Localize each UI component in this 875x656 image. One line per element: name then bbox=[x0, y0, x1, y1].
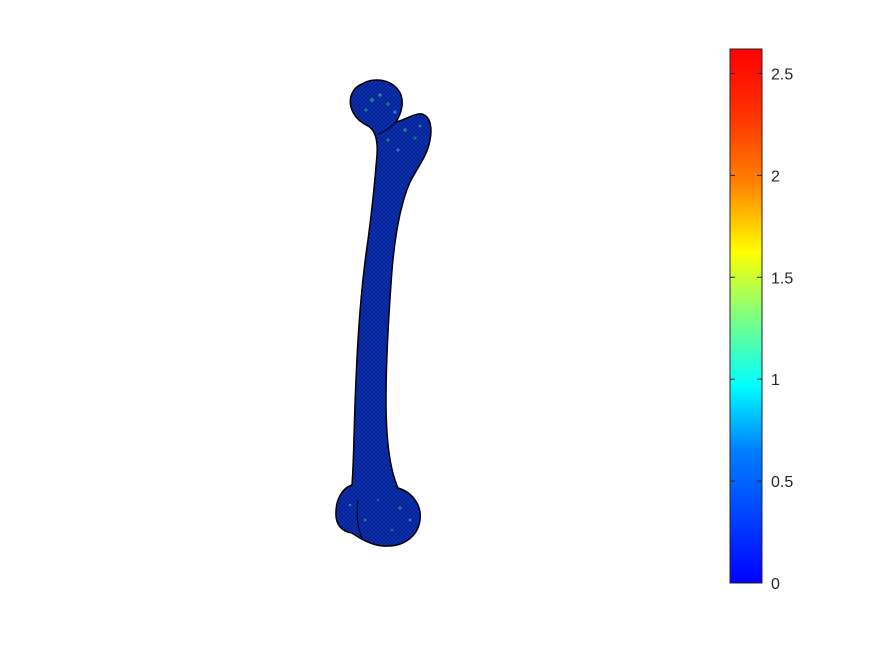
colorbar-tick-label: 1 bbox=[771, 372, 780, 389]
colorbar-tick-label: 1.5 bbox=[771, 270, 793, 287]
femur-model bbox=[335, 79, 432, 547]
colorbar-ticks: 0 0.5 1 1.5 2 2.5 bbox=[730, 66, 793, 593]
femur-head-highlights bbox=[364, 93, 422, 152]
femur-condyle-highlights bbox=[348, 498, 412, 532]
colorbar-tick-label: 0.5 bbox=[771, 474, 793, 491]
colorbar-tick-label: 2.5 bbox=[771, 66, 793, 83]
colorbar-gradient bbox=[729, 48, 763, 584]
condyle-notch bbox=[356, 499, 363, 539]
femur-outline bbox=[335, 79, 432, 547]
neck-shadow bbox=[377, 121, 397, 135]
colorbar-tick-label: 2 bbox=[771, 168, 780, 185]
colorbar-tick-label: 0 bbox=[771, 576, 780, 593]
colorbar: 0 0.5 1 1.5 2 2.5 bbox=[729, 48, 793, 593]
